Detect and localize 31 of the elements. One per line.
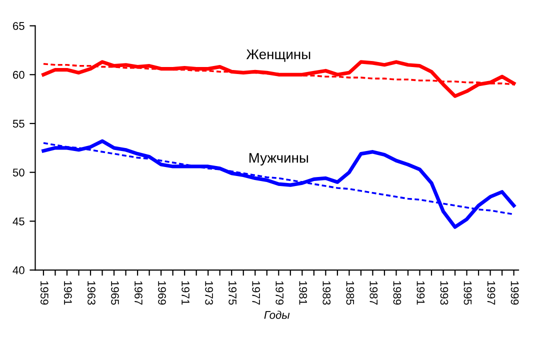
x-tick-label: 1975	[228, 281, 236, 305]
y-tick-label: 50	[12, 168, 24, 176]
x-tick-label: 1983	[322, 281, 331, 305]
x-tick-label: 1989	[393, 281, 402, 305]
x-tick-label: 1985	[346, 281, 354, 305]
series-label: Женщины	[246, 50, 310, 62]
x-tick-label: 1971	[182, 281, 190, 305]
x-tick-label: 1977	[252, 281, 260, 305]
x-tick-label: 1969	[158, 281, 166, 305]
x-tick-label: 1961	[64, 281, 72, 305]
x-tick-label: 1987	[370, 281, 378, 305]
x-tick-label: 1959	[40, 281, 48, 305]
line-series	[42, 139, 516, 229]
y-tick-label: 65	[13, 22, 24, 30]
x-tick-label: 1999	[510, 281, 519, 305]
x-tick-label: 1967	[134, 281, 142, 305]
y-tick-label: 55	[12, 120, 24, 128]
x-tick-label: 1979	[276, 281, 284, 305]
x-tick-label: 1965	[111, 281, 119, 305]
y-tick-label: 40	[12, 266, 24, 274]
y-tick-label: 60	[13, 70, 24, 79]
series-label: Мужчины	[249, 153, 308, 166]
x-tick-label: 1973	[205, 281, 213, 305]
x-axis-title: Годы	[264, 310, 290, 319]
x-tick-label: 1997	[487, 281, 496, 305]
x-tick-label: 1991	[416, 281, 425, 305]
x-tick-label: 1993	[440, 281, 448, 305]
x-tick-label: 1963	[88, 281, 96, 305]
x-tick-label: 1981	[299, 281, 308, 305]
x-tick-label: 1995	[464, 281, 472, 305]
y-tick-label: 45	[12, 218, 24, 226]
